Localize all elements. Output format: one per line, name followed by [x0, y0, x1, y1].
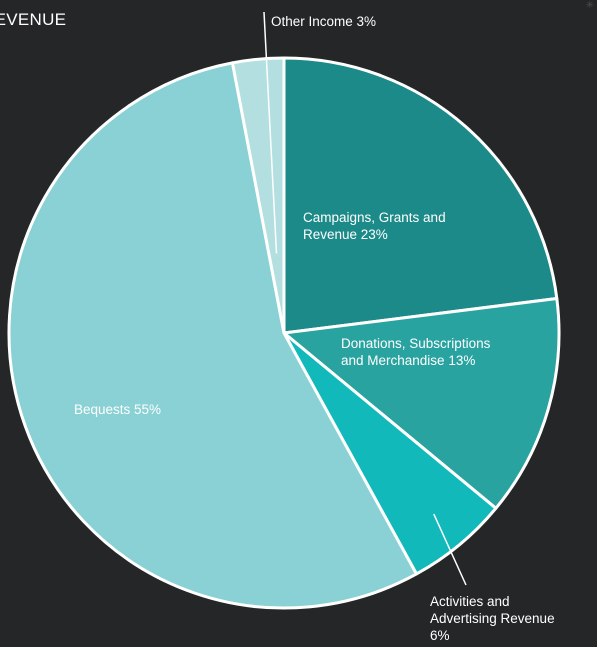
pie-slice-4	[230, 56, 286, 335]
slice-label-4: Other Income 3%	[271, 14, 376, 29]
slice-label-line: Activities and	[430, 594, 510, 609]
pie-slice-3	[7, 61, 418, 610]
slice-label-3: Bequests 55%	[74, 402, 161, 417]
slice-label-line: Campaigns, Grants and	[303, 210, 446, 225]
chart-title: REVENUE	[0, 10, 67, 29]
slice-label-line: 6%	[430, 628, 450, 643]
pie-slice-0	[282, 56, 559, 335]
slice-label-line: and Merchandise 13%	[341, 353, 475, 368]
slice-label-line: Bequests 55%	[74, 402, 161, 417]
slice-labels: Campaigns, Grants and Revenue 23% Donation…	[74, 14, 555, 643]
slice-label-2: Activities and Advertising Revenue 6%	[430, 594, 555, 643]
slice-label-0: Campaigns, Grants and Revenue 23%	[303, 210, 446, 242]
slice-label-1: Donations, Subscriptions and Merchandise …	[341, 336, 491, 368]
pie-slice-1	[282, 297, 561, 510]
slice-label-line: Revenue 23%	[303, 227, 388, 242]
slice-label-line: Donations, Subscriptions	[341, 336, 491, 351]
pie-slices	[7, 56, 561, 610]
leader-line-2	[433, 513, 467, 586]
corner-mark: ✳	[585, 0, 594, 11]
slice-label-line: Other Income 3%	[271, 14, 376, 29]
slice-label-line: Advertising Revenue	[430, 611, 555, 626]
leader-line-4	[263, 11, 278, 254]
leader-lines	[263, 11, 467, 586]
